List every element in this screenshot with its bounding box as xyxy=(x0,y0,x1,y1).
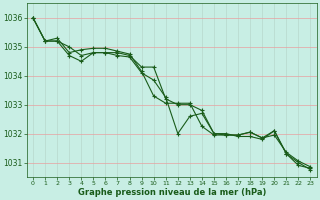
X-axis label: Graphe pression niveau de la mer (hPa): Graphe pression niveau de la mer (hPa) xyxy=(77,188,266,197)
